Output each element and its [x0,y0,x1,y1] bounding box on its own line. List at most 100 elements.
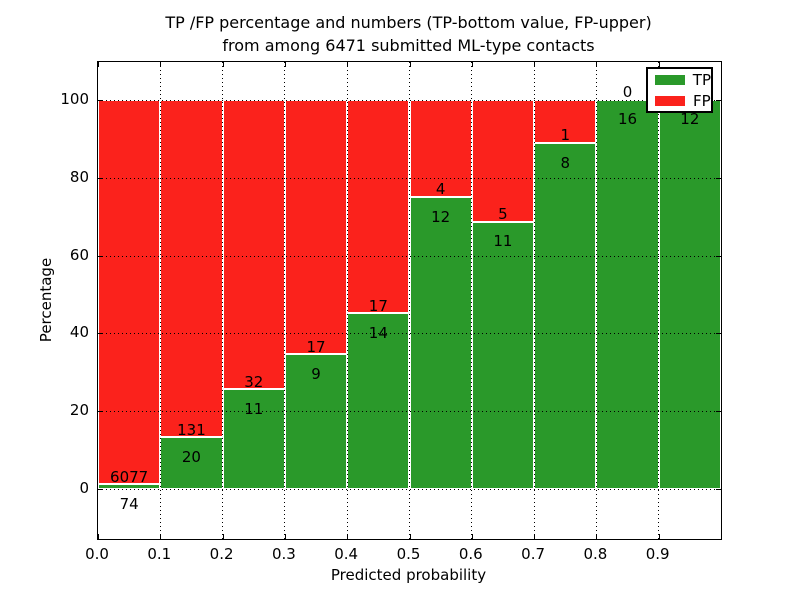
bar-segment-tp [409,197,472,489]
x-tick-mark [596,62,598,67]
y-tick-mark [98,100,103,101]
y-tick-mark [716,255,721,257]
y-tick-mark [98,489,103,490]
bar-segment-tp [471,221,535,489]
y-tick-mark [98,255,103,257]
fp-count-label: 4 [435,180,446,199]
bar-segment-fp [98,100,161,485]
y-tick-label: 60 [69,245,89,264]
x-tick-label: 0.0 [85,545,109,563]
x-tick-mark [534,62,536,67]
bar-segment-fp [284,100,348,355]
v-gridline [159,62,161,539]
legend: TP FP [646,67,713,113]
bars-layer [98,62,721,539]
x-tick-mark [471,62,473,67]
x-tick-label: 0.6 [458,545,483,563]
tp-count-label: 11 [244,399,264,418]
legend-swatch-tp [655,74,685,85]
x-tick-mark [471,534,473,539]
legend-label-fp: FP [693,91,711,110]
y-tick-mark [716,411,721,413]
v-gridline [409,62,410,539]
x-tick-mark [222,62,224,67]
x-tick-mark [160,62,162,67]
plot-area: 607774131203211179171441251118016012 TPF… [97,61,722,540]
x-tick-label: 0.5 [396,545,421,563]
fp-count-label: 1 [560,126,571,145]
fp-count-label: 17 [306,337,326,356]
bar-segment-fp [222,100,285,390]
bar-segment-tp [98,484,161,489]
bar-segment-fp [160,100,223,438]
y-tick-label: 0 [79,479,89,497]
ticks-layer [98,62,721,539]
x-tick-mark [409,534,411,539]
y-axis-label: Percentage [37,257,55,343]
x-tick-mark [347,62,349,67]
bar-segment-tp [284,354,348,489]
y-tick-label: 80 [69,167,89,186]
y-tick-mark [716,489,721,490]
y-tick-label: 40 [69,323,89,342]
x-tick-label: 0.4 [334,545,359,563]
fp-count-label: 131 [177,420,206,439]
x-tick-label: 0.7 [521,545,546,563]
bar-segment-tp [596,100,659,489]
v-gridline [595,62,597,539]
y-tick-mark [98,333,103,335]
chart-title-line2: from among 6471 submitted ML-type contac… [222,36,595,55]
v-gridline [533,62,535,539]
bar-segment-fp [347,100,410,314]
tp-count-label: 74 [119,494,139,513]
fp-count-label: 0 [622,83,633,102]
tp-count-label: 12 [431,207,451,226]
tp-count-label: 9 [311,364,321,383]
y-tick-label: 100 [60,90,89,108]
legend-item: TP [648,69,711,90]
y-tick-mark [716,333,721,335]
x-tick-mark [534,534,536,539]
x-tick-mark [98,534,99,539]
bar-segment-fp [409,100,472,198]
tp-count-label: 8 [560,153,571,172]
bar-segment-tp [160,437,223,489]
y-tick-mark [716,177,721,179]
tp-count-label: 20 [181,447,201,466]
fp-count-label: 5 [498,204,508,223]
tp-count-label: 11 [493,232,513,250]
x-tick-label: 0.9 [645,545,670,563]
fp-count-label: 17 [368,296,388,315]
bar-segment-tp [534,143,597,489]
tp-count-label: 16 [617,110,638,129]
grid-layer [98,62,721,539]
x-tick-mark [347,534,349,539]
legend-swatch-fp [655,95,685,106]
y-tick-mark [98,411,103,413]
x-tick-mark [658,534,660,539]
y-tick-label: 20 [69,401,89,420]
annotations-layer: 607774131203211179171441251118016012 [98,62,721,539]
x-tick-mark [160,534,162,539]
x-tick-mark [596,534,598,539]
v-gridline [346,62,348,539]
bar-segment-tp [658,100,721,489]
x-tick-label: 0.3 [271,545,296,563]
fp-count-label: 6077 [110,467,149,486]
v-gridline [222,62,224,539]
fp-count-label: 32 [244,372,264,391]
bar-segment-tp [222,389,285,489]
v-gridline [284,62,286,539]
tp-count-label: 12 [680,110,700,129]
x-axis-label: Predicted probability [330,566,487,584]
bar-segment-fp [471,100,535,222]
v-gridline [471,62,473,539]
x-tick-label: 0.8 [583,545,608,563]
bar-segment-tp [347,313,410,489]
y-tick-mark [98,177,103,179]
v-gridline [658,62,660,539]
x-tick-label: 0.1 [147,545,172,563]
legend-item: FP [648,90,711,111]
x-tick-mark [409,62,411,67]
